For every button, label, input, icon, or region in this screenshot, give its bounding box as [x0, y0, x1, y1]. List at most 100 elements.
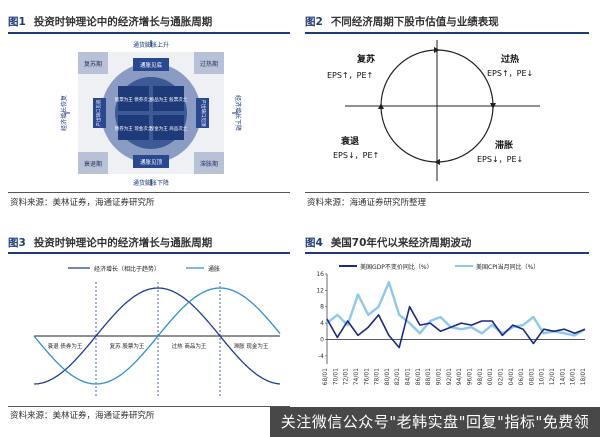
center-label-right: 产出缺口见顶: [200, 100, 207, 127]
quadrant-text-tl: 股票为王 债券次之: [115, 96, 153, 103]
quadrant-eps-br: EPS↓，PE↓: [477, 155, 523, 164]
quadrant-name-bl: 衰退: [340, 135, 359, 147]
watermark-banner: 关注微信公众号"老韩实盘"回复"指标"免费领: [270, 407, 600, 437]
quadrant-text-bl: 债券为王 现金次之: [115, 125, 153, 132]
center-label-top: 通胀见底: [140, 61, 163, 69]
cycle-arrow-tr: [489, 102, 496, 109]
x-tick-label: 76/01: [363, 368, 370, 385]
x-tick-label: 10/01: [539, 368, 546, 385]
cycle-arrow-bl: [378, 103, 385, 110]
y-tick-label: -4: [318, 353, 324, 360]
x-tick-label: 08/01: [528, 368, 535, 385]
quadrant-eps-tr: EPS↑，PE↓: [487, 69, 533, 78]
figure-3-title: 图3 投资时钟理论中的经济增长与通胀周期: [8, 237, 213, 249]
quadrant-text-tr: 商品为王 股票次之: [150, 96, 188, 103]
tab-bottom: [133, 155, 169, 168]
x-tick-label: 90/01: [436, 368, 443, 385]
figure-4-title-rule: [305, 252, 589, 254]
tab-left: [93, 98, 106, 128]
x-tick-label: 94/01: [456, 368, 463, 385]
quadrant-name-tl: 复苏: [356, 53, 375, 65]
corner-label-tr: 过热期: [200, 60, 218, 68]
label-bottom: 通货膨胀下降: [133, 179, 169, 187]
quadrant-bl: [118, 115, 149, 140]
center-label-bottom: 通胀见顶: [140, 158, 163, 166]
label-top: 通货膨胀上升: [133, 41, 169, 49]
corner-tr: [194, 52, 224, 74]
x-tick-label: 80/01: [384, 368, 391, 385]
tab-top: [133, 58, 169, 71]
gdp-series-line: [326, 305, 586, 349]
quadrant-eps-tl: EPS↑，PE↑: [327, 71, 373, 80]
legend-growth-label: 经济增长（相比于趋势）: [94, 265, 160, 273]
figure-2-title: 图2 不同经济周期下股市估值与业绩表现: [305, 16, 499, 28]
x-tick-label: 98/01: [477, 368, 484, 385]
tab-right: [196, 98, 209, 128]
label-left: 经济增长恢复: [60, 95, 68, 131]
center-label-left: 产出缺口见底: [95, 99, 102, 126]
x-tick-label: 06/01: [518, 368, 525, 385]
y-tick-label: 8: [320, 304, 324, 311]
label-right: 经济增长下降: [234, 95, 242, 131]
quadrant-eps-bl: EPS↓，PE↑: [333, 151, 379, 160]
cycle-arrow-tl: [433, 47, 440, 54]
x-tick-label: 72/01: [343, 368, 350, 385]
cpi-series-line: [326, 281, 586, 337]
figure-2-title-rule: [305, 32, 589, 34]
x-tick-label: 02/01: [497, 368, 504, 385]
figure-4-title: 图4 美国70年代以来经济周期波动: [305, 237, 472, 249]
legend-gdp-label: 美国GDP不变价同比（%）: [360, 263, 433, 271]
investment-clock-diagram: 通货膨胀上升 通货膨胀下降 经济增长恢复 经济增长下降 复苏期 过热期 衰退期 …: [60, 40, 242, 187]
quadrant-br: [153, 115, 184, 140]
phase-label-1: 衰退 债券为王: [48, 342, 83, 350]
chart-series: [326, 281, 586, 349]
us-cycle-line-chart: 美国GDP不变价同比（%） 美国CPI当月同比（%） 16 12 8 4 0 -4 68/0…: [316, 263, 587, 385]
x-tick-label: 92/01: [446, 368, 453, 385]
y-tick-label: 4: [320, 320, 324, 327]
figure-3-title-rule: [8, 252, 290, 254]
legend-inflation-label: 通胀: [208, 265, 220, 273]
growth-wave: [33, 287, 281, 385]
corner-tl: [78, 52, 108, 74]
corner-bl: [78, 152, 108, 174]
corner-label-bl: 衰退期: [84, 160, 102, 168]
quadrant-tr: [153, 86, 184, 111]
x-tick-label: 82/01: [394, 368, 401, 385]
quadrant-name-br: 滞胀: [495, 139, 513, 151]
figure-1-title: 图1 投资时钟理论中的经济增长与通胀周期: [8, 16, 213, 28]
x-tick-label: 00/01: [487, 368, 494, 385]
figure-3-source-rule: [8, 406, 290, 407]
y-tick-label: 12: [316, 287, 324, 294]
quadrant-name-tr: 过热: [501, 53, 519, 65]
figure-1-source: 资料来源：美林证券，海通证券研究所: [10, 198, 155, 208]
x-tick-label: 74/01: [353, 368, 360, 385]
x-tick-label: 78/01: [374, 368, 381, 385]
y-tick-label: 0: [320, 336, 324, 343]
cycle-arrow-br: [434, 158, 441, 165]
figure-2-source-rule: [305, 192, 589, 193]
cycle-waves-chart: 经济增长（相比于趋势） 通胀 衰退 债券为王 复苏 股票为王 过热 商品为王 滞…: [33, 265, 281, 396]
x-tick-label: 86/01: [415, 368, 422, 385]
phase-label-4: 滞胀 现金为王: [234, 342, 269, 350]
corner-label-br: 滞胀期: [200, 160, 218, 168]
figure-2-source: 资料来源：海通证券研究所整理: [307, 198, 427, 208]
figure-1-source-rule: [8, 192, 290, 193]
corner-label-tl: 复苏期: [84, 60, 102, 68]
quadrant-text-br: 现金为王 商品次之: [150, 125, 188, 132]
x-tick-label: 14/01: [559, 368, 566, 385]
quadrant-tl: [118, 86, 149, 111]
x-tick-label: 18/01: [580, 368, 587, 385]
x-tick-label: 16/01: [570, 368, 577, 385]
x-tick-label: 70/01: [332, 368, 339, 385]
phase-label-3: 过热 商品为王: [172, 342, 207, 350]
legend-cpi-label: 美国CPI当月同比（%）: [476, 263, 539, 271]
x-tick-label: 12/01: [549, 368, 556, 385]
x-tick-label: 84/01: [405, 368, 412, 385]
x-tick-label: 04/01: [508, 368, 515, 385]
phase-label-2: 复苏 股票为王: [110, 342, 145, 350]
cycle-diagram: 复苏 EPS↑，PE↑ 过热 EPS↑，PE↓ 衰退 EPS↓，PE↑ 滞胀 E…: [327, 40, 540, 181]
inflation-wave: [33, 287, 281, 385]
corner-br: [194, 152, 224, 174]
figure-1-title-rule: [8, 32, 290, 34]
